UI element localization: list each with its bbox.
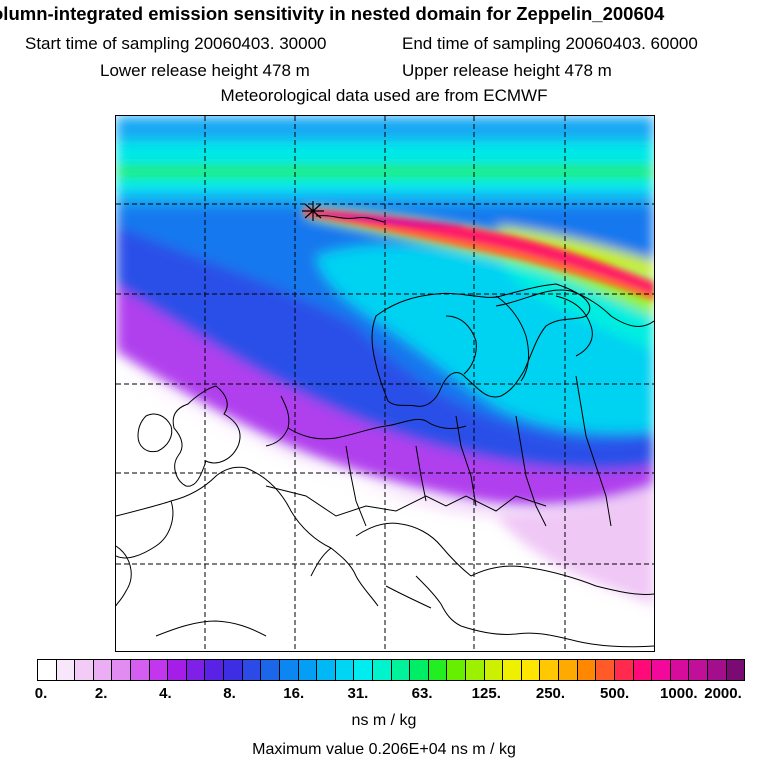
color-swatch [521, 660, 541, 680]
color-scale-tick-label: 0. [34, 685, 48, 702]
color-scale-unit: ns m / kg [351, 712, 417, 729]
color-scale-tick-label: 16. [283, 685, 305, 702]
color-swatch [447, 660, 467, 680]
end-time-label: End time of sampling 20060403. 60000 [402, 34, 698, 53]
plume [304, 208, 654, 301]
color-swatch [168, 660, 187, 680]
color-scale-tick-label: 31. [347, 685, 369, 702]
start-time-label: Start time of sampling 20060403. 30000 [25, 34, 327, 53]
color-swatch [410, 660, 429, 680]
map-canvas [116, 116, 654, 651]
color-swatch [149, 660, 169, 680]
color-swatch [261, 660, 280, 680]
color-swatch [577, 660, 597, 680]
color-swatch [391, 660, 411, 680]
color-swatch [335, 660, 355, 680]
color-scale-tick-label: 250. [535, 685, 566, 702]
max-value-label: Maximum value 0.206E+04 ns m / kg [252, 741, 516, 758]
color-swatch [689, 660, 708, 680]
color-swatch [93, 660, 113, 680]
lat-lon-grid [116, 116, 654, 651]
color-swatch [279, 660, 299, 680]
color-swatch [224, 660, 243, 680]
color-swatch [112, 660, 132, 680]
met-source-label: Meteorological data used are from ECMWF [220, 86, 548, 105]
color-swatch [428, 660, 448, 680]
upper-height-label: Upper release height 478 m [402, 61, 612, 80]
color-swatch [354, 660, 373, 680]
color-swatch [242, 660, 262, 680]
color-swatch [559, 660, 578, 680]
color-swatch [596, 660, 615, 680]
color-swatch [38, 660, 57, 680]
plot-title: olumn-integrated emission sensitivity in… [0, 3, 665, 24]
emission-sensitivity-map [115, 115, 655, 652]
release-site-marker [302, 201, 324, 221]
color-swatch [75, 660, 94, 680]
color-scale-tick-label: 500. [600, 685, 630, 702]
coastlines [116, 215, 654, 648]
color-swatch [131, 660, 150, 680]
color-scale-tick-label: 1000. [660, 685, 698, 702]
color-scale-tick-label: 2. [94, 685, 108, 702]
color-scale-bar [37, 659, 745, 681]
color-swatch [56, 660, 76, 680]
color-swatch [633, 660, 653, 680]
color-scale-tick-label: 125. [471, 685, 501, 702]
color-scale-tick-label: 8. [223, 685, 236, 702]
color-swatch [466, 660, 485, 680]
color-swatch [726, 660, 745, 680]
color-swatch [484, 660, 504, 680]
color-scale-tick-label: 2000. [704, 685, 742, 702]
color-swatch [670, 660, 690, 680]
color-swatch [205, 660, 225, 680]
color-scale-tick-label: 4. [159, 685, 172, 702]
color-swatch [503, 660, 522, 680]
color-scale-tick-label: 63. [411, 685, 433, 702]
color-swatch [298, 660, 318, 680]
color-swatch [540, 660, 560, 680]
color-swatch [186, 660, 206, 680]
color-swatch [317, 660, 336, 680]
lower-height-label: Lower release height 478 m [100, 61, 310, 80]
color-swatch [372, 660, 392, 680]
color-swatch [652, 660, 671, 680]
color-swatch [614, 660, 634, 680]
color-swatch [707, 660, 727, 680]
